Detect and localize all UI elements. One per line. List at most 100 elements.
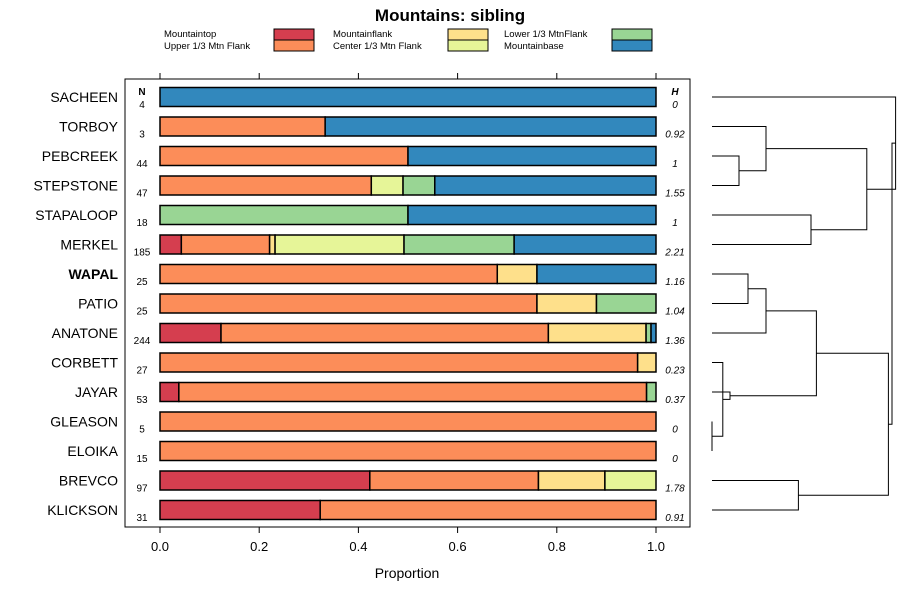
legend-label-lower: Lower 1/3 MtnFlank (504, 29, 588, 40)
dendrogram-link (712, 391, 731, 400)
n-value-corbett: 27 (136, 366, 148, 377)
row-label-gleason: GLEASON (50, 414, 118, 430)
row-label-stapaloop: STAPALOOP (35, 207, 118, 223)
bar-segment-merkel-upper (180, 234, 271, 255)
n-value-merkel: 185 (134, 248, 151, 259)
row-label-brevco: BREVCO (59, 473, 118, 489)
n-value-patio: 25 (136, 307, 148, 318)
n-value-stapaloop: 18 (136, 218, 148, 229)
bar-segment-anatone-mountainflank (547, 322, 647, 344)
bar-segment-pebcreek-upper (159, 145, 409, 167)
bar-area (159, 86, 657, 521)
n-value-eloika: 15 (136, 454, 148, 465)
n-value-stepstone: 47 (136, 189, 148, 200)
dendrogram-link (798, 352, 889, 496)
h-value-eloika: 0 (672, 454, 678, 465)
h-value-torboy: 0.92 (665, 130, 685, 141)
n-value-anatone: 244 (134, 336, 151, 347)
n-value-klickson: 31 (136, 513, 148, 524)
bar-segment-klickson-upper (319, 499, 657, 521)
bar-segment-jayar-mountaintop (159, 381, 180, 403)
x-tick-label: 0.8 (548, 539, 566, 554)
bar-segment-jayar-lower (645, 381, 657, 403)
n-header: N (138, 87, 145, 98)
bar-segment-torboy-mountainbase (324, 116, 657, 137)
h-value-merkel: 2.21 (664, 248, 684, 259)
h-value-patio: 1.04 (665, 307, 685, 318)
row-label-klickson: KLICKSON (47, 502, 118, 518)
bar-segment-patio-mountainflank (536, 293, 598, 314)
row-label-merkel: MERKEL (60, 237, 118, 253)
row-label-eloika: ELOIKA (67, 443, 118, 459)
h-header: H (671, 87, 679, 98)
plot-frame (124, 78, 691, 528)
legend-swatch-lower (611, 28, 653, 41)
row-label-anatone: ANATONE (52, 325, 118, 341)
bar-segment-stepstone-upper (159, 175, 373, 196)
x-tick-label: 1.0 (647, 539, 665, 554)
row-label-sacheen: SACHEEN (50, 89, 118, 105)
h-value-wapal: 1.16 (665, 277, 685, 288)
bar-segment-merkel-mountainflank (268, 234, 276, 255)
h-value-jayar: 0.37 (665, 395, 685, 406)
bar-segment-sacheen-mountainbase (159, 86, 657, 108)
dendrogram-link (712, 155, 740, 186)
row-label-patio: PATIO (78, 296, 118, 312)
n-labels: N 4 3 44 47 18 185 25 25 244 27 53 5 15 97 31 (134, 87, 151, 524)
row-labels: SACHEEN TORBOY PEBCREEK STEPSTONE STAPALOOP M… (33, 89, 118, 518)
legend-label-upper: Upper 1/3 Mtn Flank (164, 41, 250, 52)
bar-segment-eloika-upper (159, 440, 657, 462)
h-value-corbett: 0.23 (665, 366, 685, 377)
bar-segment-wapal-mountainbase (536, 263, 657, 285)
n-value-gleason: 5 (139, 425, 145, 436)
row-label-corbett: CORBETT (51, 355, 118, 371)
dendrogram-link (888, 142, 896, 425)
n-value-pebcreek: 44 (136, 159, 148, 170)
bar-segment-stapaloop-lower (159, 204, 409, 226)
legend-swatch-mountainflank (447, 28, 489, 41)
bar-segment-wapal-mountainflank (496, 263, 538, 285)
bar-segment-merkel-mountainbase (513, 234, 657, 255)
h-labels: H 0 0.92 1 1.55 1 2.21 1.16 1.04 1.36 0.23 0.37 0 0 1… (664, 87, 685, 524)
legend-label-mountainbase: Mountainbase (504, 41, 564, 52)
h-value-stepstone: 1.55 (665, 189, 685, 200)
bar-segment-gleason-upper (159, 411, 657, 432)
n-value-torboy: 3 (139, 130, 145, 141)
bar-segment-torboy-upper (159, 116, 326, 137)
bar-segment-jayar-upper (178, 381, 648, 403)
legend-swatch-center (447, 39, 489, 52)
bar-segment-stapaloop-mountainbase (407, 204, 657, 226)
dendrogram-link (712, 480, 799, 511)
x-tick-label: 0.0 (151, 539, 169, 554)
legend-label-mountainflank: Mountainflank (333, 29, 392, 40)
n-value-jayar: 53 (136, 395, 148, 406)
row-label-torboy: TORBOY (59, 119, 119, 135)
bar-segment-wapal-upper (159, 263, 499, 285)
n-value-sacheen: 4 (139, 100, 145, 111)
dendrogram-link (712, 214, 812, 245)
row-label-wapal: WAPAL (68, 266, 118, 282)
legend-swatch-upper (273, 39, 315, 52)
x-axis-label: Proportion (375, 565, 440, 581)
bar-segment-anatone-mountainbase (650, 322, 657, 344)
x-tick-label: 0.2 (250, 539, 268, 554)
bar-segment-stepstone-center (370, 175, 404, 196)
n-value-wapal: 25 (136, 277, 148, 288)
h-value-gleason: 0 (672, 425, 678, 436)
bar-segment-brevco-mountaintop (159, 470, 371, 491)
x-tick-label: 0.6 (449, 539, 467, 554)
dendrogram-link (712, 96, 897, 190)
bar-segment-merkel-mountaintop (159, 234, 183, 255)
x-axis: 0.0 0.2 0.4 0.6 0.8 1.0 (151, 73, 665, 554)
h-value-brevco: 1.78 (665, 484, 685, 495)
bar-segment-klickson-mountaintop (159, 499, 321, 521)
bar-segment-stepstone-mountainbase (434, 175, 657, 196)
dendrogram (711, 96, 897, 511)
bar-segment-brevco-mountainflank (537, 470, 606, 491)
h-value-anatone: 1.36 (665, 336, 685, 347)
bar-segment-brevco-upper (369, 470, 540, 491)
n-value-brevco: 97 (136, 484, 148, 495)
legend-swatch-mountainbase (611, 39, 653, 52)
